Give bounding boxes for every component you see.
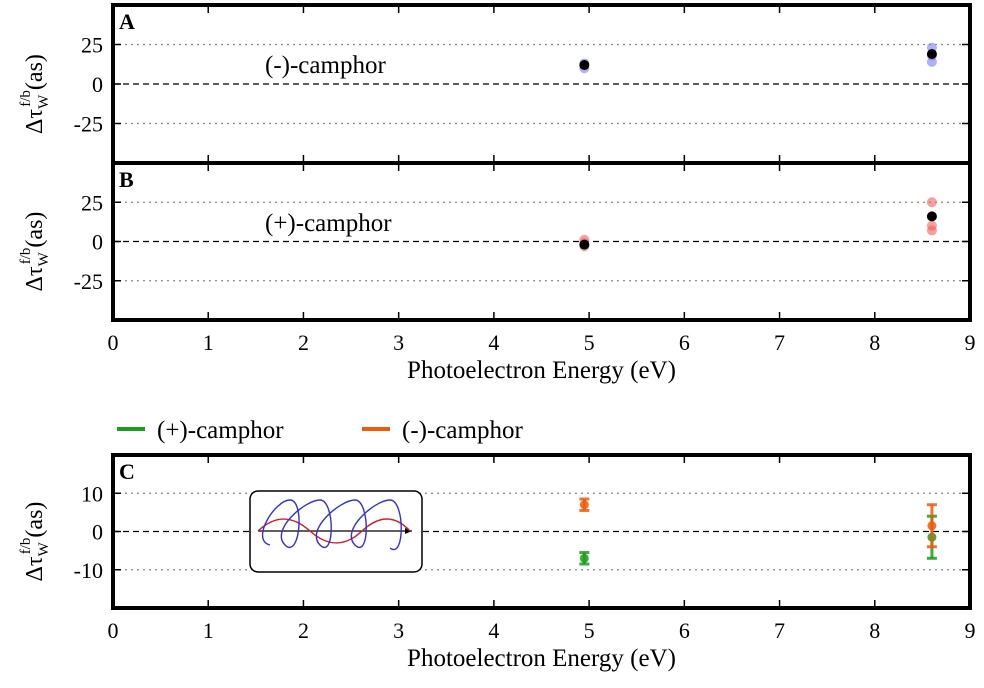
x-tick-label: 6 <box>679 330 690 355</box>
y-tick-label: 25 <box>81 33 103 58</box>
y-tick-label: -25 <box>74 112 103 137</box>
y-tick-label: 25 <box>81 190 103 215</box>
x-tick-label: 4 <box>488 330 499 355</box>
x-tick-label: 1 <box>203 618 214 643</box>
y-tick-label: -10 <box>74 558 103 583</box>
point <box>927 521 937 531</box>
y-axis-label: ΔτWf/b(as) <box>18 212 52 292</box>
helix-inset <box>249 490 423 573</box>
y-axis-label: ΔτWf/b(as) <box>18 54 52 134</box>
x-tick-label: 0 <box>108 330 119 355</box>
x-tick-label: 0 <box>108 618 119 643</box>
x-axis-label: Photoelectron Energy (eV) <box>407 357 676 384</box>
panel-label: B <box>119 167 134 192</box>
point <box>579 500 589 510</box>
y-tick-label: 0 <box>92 72 103 97</box>
panel: -25 0 25 0 1 2 3 4 5 6 7 8 9 Photoelectron Energy (eV… <box>18 161 976 384</box>
y-label-unit: (as) <box>22 212 48 248</box>
y-label-main: Δτ <box>22 109 48 134</box>
plot-frame <box>111 453 972 610</box>
x-tick-label: 2 <box>298 618 309 643</box>
point <box>579 239 590 250</box>
point <box>579 553 589 563</box>
point <box>579 60 590 71</box>
x-tick-label: 7 <box>774 330 785 355</box>
x-tick-label: 3 <box>393 330 404 355</box>
y-label-unit: (as) <box>22 54 48 90</box>
panel-label: A <box>119 9 135 34</box>
x-tick-label: 6 <box>679 618 690 643</box>
x-axis-label: Photoelectron Energy (eV) <box>407 645 676 672</box>
y-axis-label: ΔτWf/b(as) <box>18 502 52 582</box>
x-tick-label: 8 <box>869 618 880 643</box>
y-tick-label: -25 <box>74 269 103 294</box>
x-tick-label: 4 <box>488 618 499 643</box>
plot-frame <box>111 3 972 165</box>
y-tick-label: 10 <box>81 481 103 506</box>
y-label-unit: (as) <box>22 502 48 538</box>
annotation: (-)-camphor <box>265 52 386 79</box>
y-label-main: Δτ <box>22 556 48 581</box>
y-label-sub: W <box>36 94 52 109</box>
x-tick-label: 9 <box>965 330 976 355</box>
y-label-sup: f/b <box>18 90 34 107</box>
x-tick-label: 5 <box>584 330 595 355</box>
point <box>926 225 937 236</box>
x-tick-label: 8 <box>869 330 880 355</box>
point <box>926 48 937 59</box>
legend-label: (+)-camphor <box>157 417 284 444</box>
y-tick-label: 0 <box>92 230 103 255</box>
legend-label: (-)-camphor <box>402 417 523 444</box>
panel-label: C <box>119 459 135 484</box>
x-tick-label: 3 <box>393 618 404 643</box>
point <box>926 197 937 208</box>
x-tick-label: 7 <box>774 618 785 643</box>
y-label-sup: f/b <box>18 248 34 265</box>
y-label-sup: f/b <box>18 538 34 555</box>
y-label-sub: W <box>36 251 52 266</box>
y-label-sub: W <box>36 541 52 556</box>
panel: -25 0 25 ΔτWf/b(as) A (-)-camphor <box>18 3 972 165</box>
point <box>926 211 937 222</box>
y-tick-label: 0 <box>92 520 103 545</box>
point <box>926 56 937 67</box>
panel: -10 0 10 0 1 2 3 4 5 6 7 8 9 Photoelectron Energy (eV… <box>18 417 976 672</box>
x-tick-label: 2 <box>298 330 309 355</box>
x-tick-label: 9 <box>965 618 976 643</box>
plot-frame <box>111 161 972 322</box>
x-tick-label: 1 <box>203 330 214 355</box>
y-label-main: Δτ <box>22 266 48 291</box>
annotation: (+)-camphor <box>265 210 392 237</box>
x-tick-label: 5 <box>584 618 595 643</box>
